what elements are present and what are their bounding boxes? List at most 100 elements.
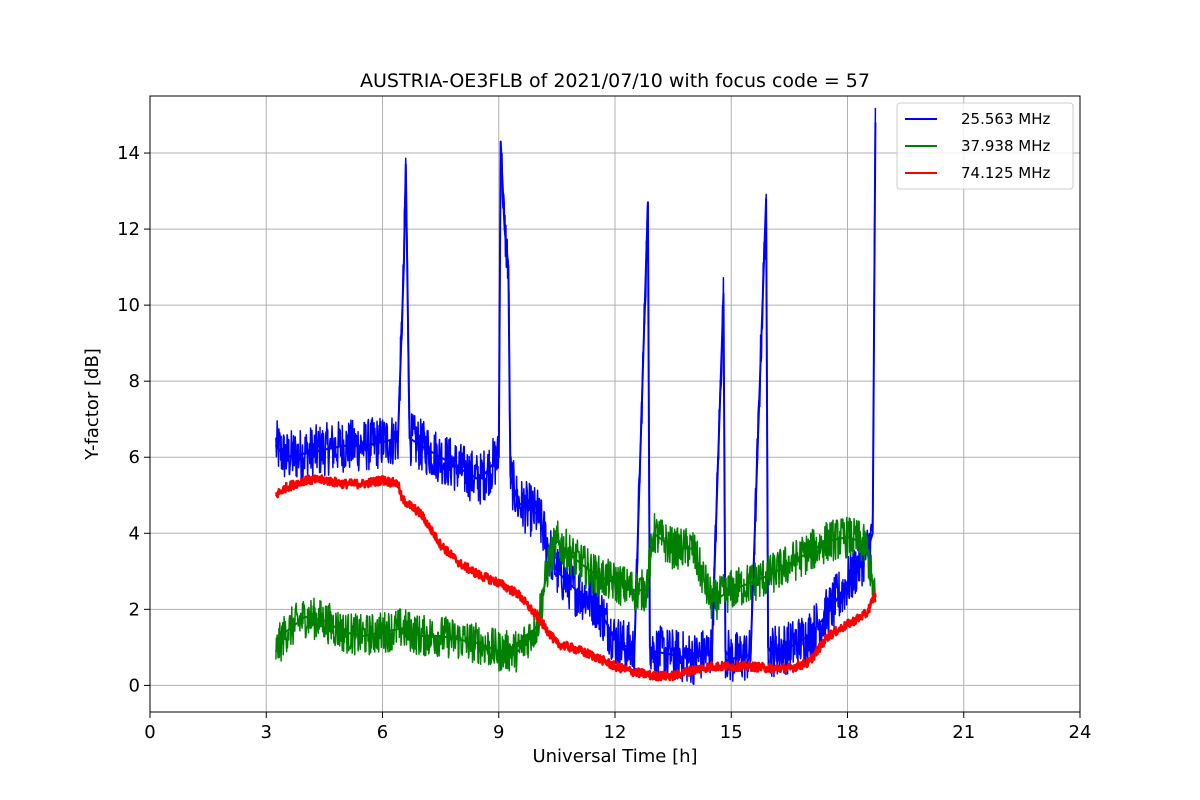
data-point — [536, 616, 539, 618]
data-point — [874, 600, 877, 603]
data-point — [405, 163, 407, 166]
x-tick-label: 0 — [144, 722, 155, 743]
data-point — [304, 452, 306, 455]
y-tick-label: 4 — [129, 523, 140, 544]
data-point — [420, 635, 423, 637]
data-point — [284, 631, 287, 633]
y-tick-label: 8 — [129, 371, 140, 392]
data-point — [788, 667, 791, 670]
data-point — [381, 441, 384, 443]
data-point — [284, 486, 287, 489]
data-point — [498, 456, 500, 459]
data-point — [645, 589, 647, 592]
data-point — [498, 581, 500, 584]
data-point — [788, 562, 791, 565]
data-point — [614, 581, 616, 584]
data-point — [556, 642, 558, 645]
data-point — [647, 201, 649, 204]
data-point — [749, 665, 752, 668]
data-point — [459, 639, 461, 641]
data-point — [730, 665, 733, 668]
series-layer — [274, 107, 877, 686]
data-point — [691, 547, 694, 550]
data-point — [536, 623, 539, 626]
data-point — [397, 483, 399, 485]
y-tick-label: 12 — [117, 219, 140, 240]
y-tick-label: 10 — [117, 295, 140, 316]
data-point — [874, 593, 877, 595]
data-point — [556, 570, 558, 573]
data-point — [874, 121, 877, 124]
x-tick-label: 15 — [720, 722, 743, 743]
y-tick-label: 2 — [129, 599, 140, 620]
data-point — [691, 669, 694, 671]
data-point — [509, 475, 512, 478]
data-point — [459, 562, 461, 565]
data-point — [548, 559, 550, 561]
data-point — [498, 650, 500, 652]
data-point — [439, 543, 442, 546]
data-point — [381, 631, 384, 633]
x-axis-label: Universal Time [h] — [532, 746, 697, 767]
data-point — [275, 494, 277, 497]
data-point — [343, 483, 345, 485]
data-point — [722, 292, 725, 295]
series-line — [275, 532, 877, 653]
data-point — [517, 593, 519, 595]
data-point — [672, 547, 674, 550]
data-point — [788, 646, 791, 649]
data-point — [284, 456, 287, 459]
data-point — [711, 600, 713, 603]
legend: 25.563 MHz 37.938 MHz 74.125 MHz — [896, 102, 1074, 190]
data-point — [858, 540, 860, 542]
y-tick-label: 0 — [129, 675, 140, 696]
data-point — [653, 650, 655, 652]
data-point — [871, 532, 874, 535]
data-point — [362, 635, 364, 637]
data-point — [439, 635, 442, 637]
data-point — [633, 650, 636, 652]
data-point — [827, 540, 829, 542]
data-point — [672, 654, 674, 656]
series-line — [275, 122, 877, 660]
data-point — [323, 448, 326, 451]
legend-label: 37.938 MHz — [961, 137, 1050, 155]
data-point — [517, 502, 519, 504]
data-point — [765, 197, 767, 200]
data-point — [575, 648, 578, 651]
data-point — [575, 589, 578, 592]
data-point — [556, 540, 558, 542]
data-point — [827, 635, 829, 637]
data-point — [594, 574, 597, 576]
data-point — [362, 483, 364, 485]
data-point — [575, 559, 578, 561]
data-point — [503, 228, 506, 230]
data-point — [536, 513, 539, 516]
series-line — [275, 479, 877, 677]
data-point — [749, 581, 752, 584]
data-point — [653, 675, 655, 677]
data-point — [827, 612, 829, 614]
series-line-noise — [275, 513, 877, 673]
data-point — [362, 445, 364, 447]
y-tick-label: 6 — [129, 447, 140, 468]
data-point — [517, 650, 519, 652]
data-point — [478, 479, 481, 481]
data-point — [323, 619, 326, 622]
data-point — [672, 675, 674, 677]
data-point — [633, 589, 636, 592]
data-point — [653, 532, 655, 535]
data-point — [749, 654, 752, 656]
data-point — [323, 479, 326, 481]
data-point — [420, 513, 423, 516]
data-point — [649, 646, 651, 649]
data-point — [633, 671, 636, 673]
data-point — [614, 639, 616, 641]
data-point — [594, 656, 597, 658]
data-point — [403, 266, 405, 268]
x-tick-label: 6 — [377, 722, 388, 743]
data-point — [343, 631, 345, 633]
data-point — [439, 456, 442, 459]
